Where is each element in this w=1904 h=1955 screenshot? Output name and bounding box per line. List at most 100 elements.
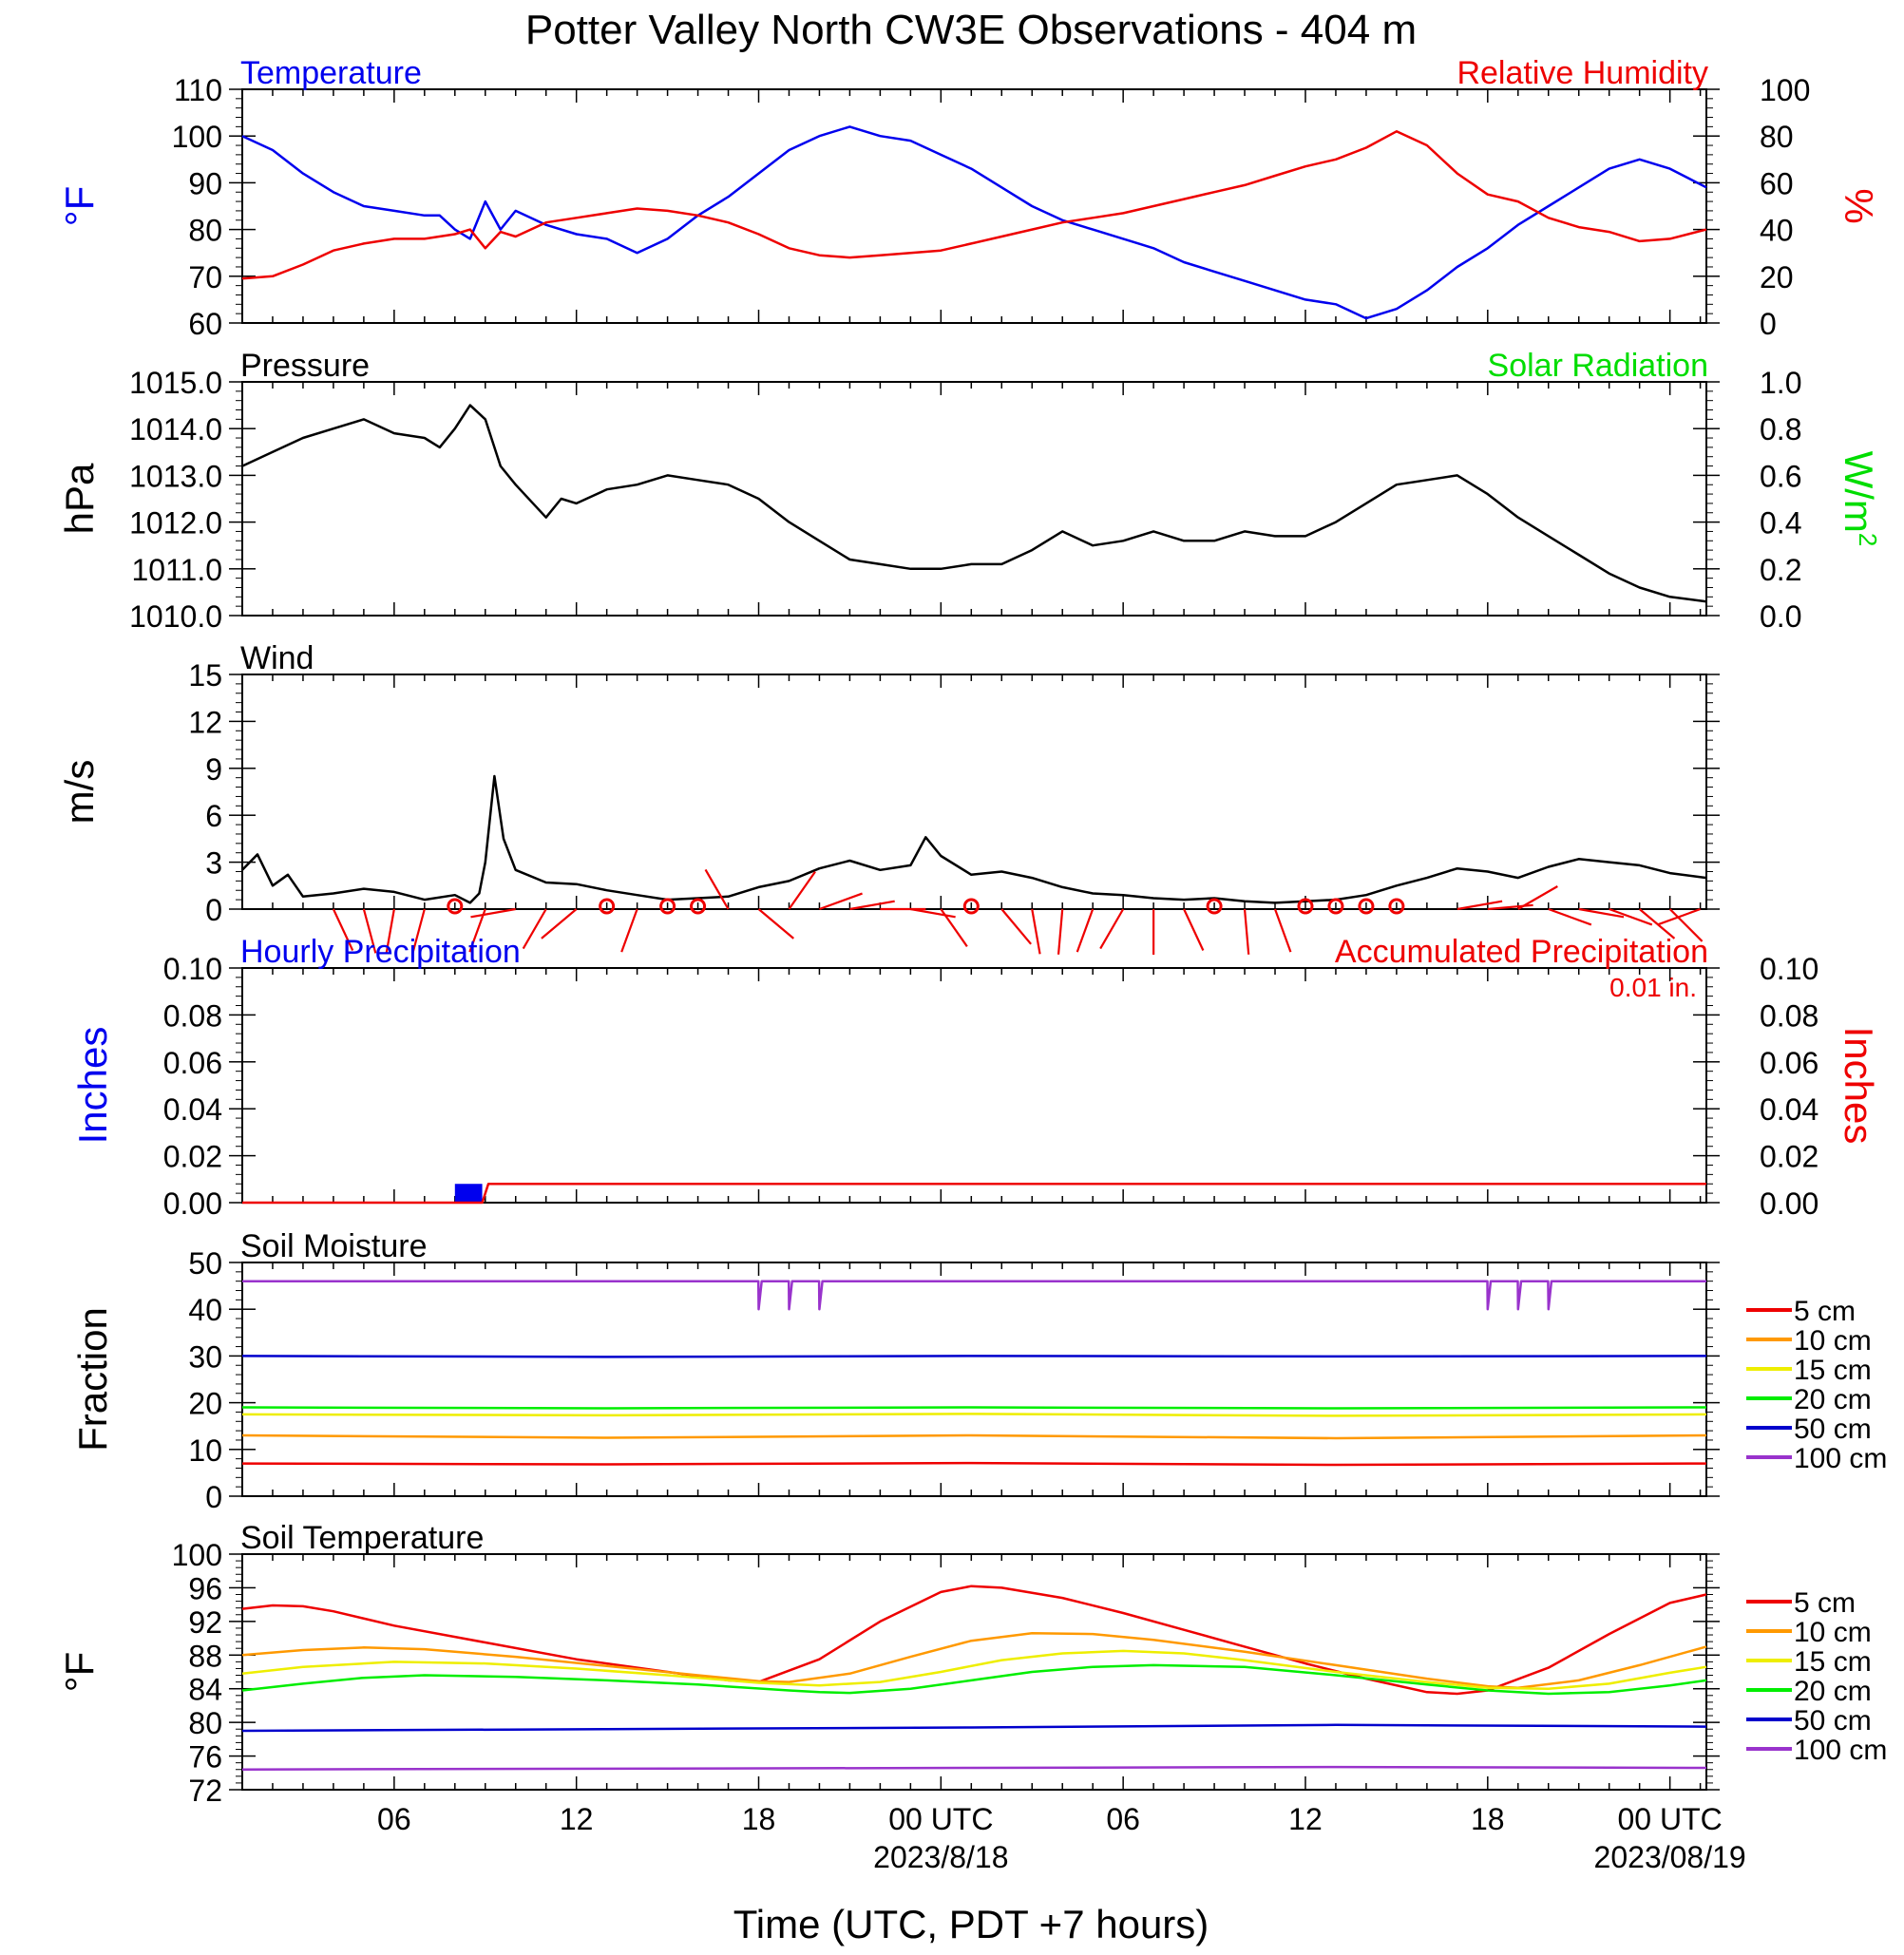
wind-calm-circle xyxy=(1388,898,1405,915)
y-tick-label-left: 100 xyxy=(172,1538,222,1572)
y-tick-label-right: 0.0 xyxy=(1760,599,1801,634)
y-tick-label-left: 0 xyxy=(205,893,222,927)
y-axis-label-right: W/m2 xyxy=(1837,451,1882,547)
panel-title-right: Solar Radiation xyxy=(1488,348,1708,384)
wind-barb xyxy=(1457,900,1503,911)
y-tick-label-right: 0.8 xyxy=(1760,412,1801,446)
y-axis-label-right: Inches xyxy=(1837,1027,1881,1145)
y-tick-label-left: 1014.0 xyxy=(129,412,222,446)
wind-barb xyxy=(1273,908,1292,953)
panel-frame xyxy=(241,1262,1707,1497)
panel-title-left: Wind xyxy=(240,640,314,676)
y-tick-label-left: 1012.0 xyxy=(129,506,222,541)
legend-label: 15 cm xyxy=(1794,1646,1872,1678)
y-tick-label-right: 0.08 xyxy=(1760,998,1818,1033)
wind-barb xyxy=(940,908,968,947)
panel-frame xyxy=(241,674,1707,910)
wind-barb xyxy=(468,908,486,953)
panel-title-left: Soil Moisture xyxy=(240,1228,428,1264)
wind-barb xyxy=(757,908,794,940)
y-tick-label-left: 84 xyxy=(188,1673,222,1707)
temperature_humidity-series-1 xyxy=(241,130,1707,280)
y-tick-label-right: 0.4 xyxy=(1760,506,1801,541)
x-tick-label: 06 xyxy=(1106,1802,1140,1836)
y-tick-label-right: 0.6 xyxy=(1760,459,1801,493)
wind-barb xyxy=(1609,907,1653,926)
y-tick-label-left: 0 xyxy=(205,1480,222,1514)
y-axis-label-left: m/s xyxy=(57,760,102,825)
wind-barb xyxy=(1668,908,1704,942)
y-tick-label-left: 0.04 xyxy=(163,1092,222,1127)
wind-barb xyxy=(385,908,395,955)
soil_temperature-series-10-cm xyxy=(241,1632,1707,1690)
x-tick-label: 18 xyxy=(742,1802,776,1836)
y-tick-label-left: 9 xyxy=(205,752,222,787)
y-axis-label-left: °F xyxy=(57,186,102,226)
y-tick-label-left: 30 xyxy=(188,1339,222,1374)
x-tick-label: 12 xyxy=(1288,1802,1323,1836)
wind-barb xyxy=(1000,908,1032,945)
wind-barb xyxy=(332,908,354,951)
temperature_humidity-panel: 60 0 70 20 80 40 90 60 100 80 110 100 Temperature Rel… xyxy=(57,55,1881,341)
y-tick-label-right: 0 xyxy=(1760,307,1777,341)
panel-frame xyxy=(241,1553,1707,1791)
temperature_humidity-series-0 xyxy=(241,125,1707,320)
y-tick-label-left: 0.02 xyxy=(163,1140,222,1174)
wind-barb xyxy=(1578,907,1625,919)
x-tick-label: 00 UTC xyxy=(1618,1802,1723,1836)
soil_moisture-series-100-cm xyxy=(242,1280,1706,1311)
wind-barb xyxy=(1657,907,1701,926)
x-axis-label: Time (UTC, PDT +7 hours) xyxy=(733,1902,1209,1946)
y-tick-label-left: 80 xyxy=(188,1706,222,1740)
wind-calm-circle xyxy=(690,898,707,915)
legend-label: 20 cm xyxy=(1794,1384,1872,1415)
wind-barb xyxy=(849,900,895,911)
wind-calm-circle xyxy=(599,898,616,915)
precipitation-series-0 xyxy=(242,1182,1706,1205)
panel-title-left: Soil Temperature xyxy=(240,1520,484,1556)
legend-label: 100 cm xyxy=(1794,1735,1887,1766)
wind-barb xyxy=(788,871,816,910)
legend-label: 100 cm xyxy=(1794,1443,1887,1474)
legend-label: 15 cm xyxy=(1794,1355,1872,1386)
y-axis-label-left: Fraction xyxy=(70,1307,115,1452)
wind-calm-circle xyxy=(1206,898,1223,915)
panel-title-left: Temperature xyxy=(240,55,422,91)
y-tick-label-left: 20 xyxy=(188,1387,222,1421)
x-tick-label: 00 UTC xyxy=(888,1802,993,1836)
panel-title-left: Hourly Precipitation xyxy=(240,934,521,970)
wind-barb xyxy=(470,907,516,919)
y-tick-label-left: 6 xyxy=(205,799,222,833)
y-tick-label-right: 20 xyxy=(1760,260,1794,294)
y-axis-label-left: Inches xyxy=(70,1027,115,1145)
pressure_solar-panel: 1010.0 0.0 1011.0 0.2 1012.0 0.4 1013.0 0.6 1014… xyxy=(57,348,1882,634)
y-tick-label-left: 92 xyxy=(188,1605,222,1640)
wind-barb xyxy=(1057,908,1064,955)
y-axis-label-left: hPa xyxy=(57,463,102,534)
wind-barb xyxy=(1099,908,1125,950)
y-tick-label-left: 0.00 xyxy=(163,1186,222,1221)
precipitation-panel: 0.00 0.00 0.02 0.02 0.04 0.04 0.06 0.06 0.08 0.08… xyxy=(70,934,1881,1221)
legend-label: 5 cm xyxy=(1794,1296,1856,1327)
y-tick-label-left: 76 xyxy=(188,1740,222,1775)
y-tick-label-left: 110 xyxy=(174,73,222,107)
wind-barb xyxy=(1243,908,1250,955)
legend-label: 10 cm xyxy=(1794,1617,1872,1648)
y-tick-label-left: 90 xyxy=(188,166,222,200)
y-tick-label-left: 100 xyxy=(172,120,222,154)
y-tick-label-right: 0.2 xyxy=(1760,553,1801,587)
x-tick-label: 06 xyxy=(377,1802,411,1836)
wind-calm-circle xyxy=(1297,898,1314,915)
soil_temperature-series-15-cm xyxy=(241,1649,1707,1690)
y-tick-label-right: 0.04 xyxy=(1760,1092,1818,1127)
soil_moisture-series-15-cm xyxy=(241,1413,1707,1417)
soil_temperature-series-5-cm xyxy=(241,1585,1707,1696)
wind-calm-circle xyxy=(1358,898,1375,915)
wind-calm-circle xyxy=(1327,898,1344,915)
y-tick-label-left: 1015.0 xyxy=(129,366,222,400)
wind-barb xyxy=(1548,907,1592,926)
y-tick-label-left: 80 xyxy=(188,214,222,248)
